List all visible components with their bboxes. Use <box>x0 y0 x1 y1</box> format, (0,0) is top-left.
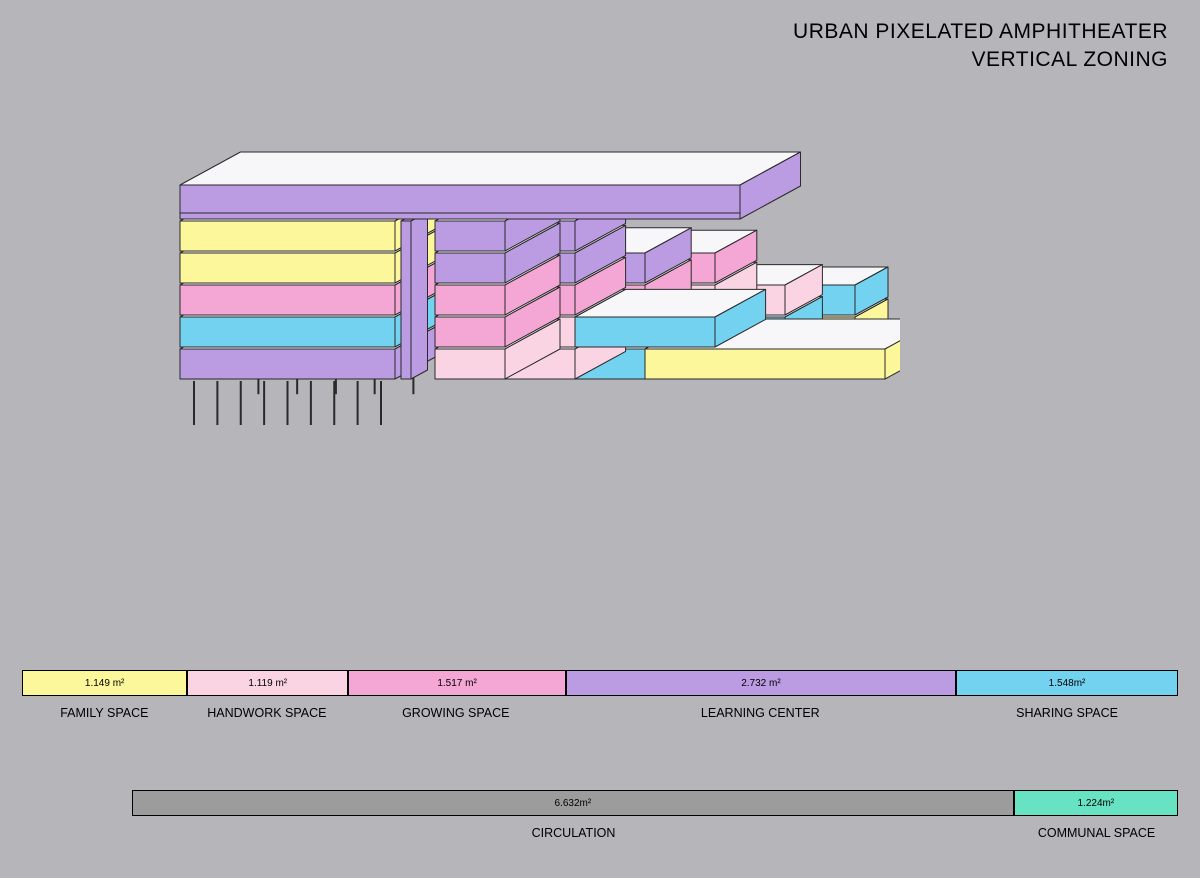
legend-cell: 1.119 m² <box>187 670 348 696</box>
legend-label: COMMUNAL SPACE <box>1015 826 1178 840</box>
legend-zones-labels: FAMILY SPACEHANDWORK SPACEGROWING SPACEL… <box>22 706 1178 720</box>
legend-cell: 6.632m² <box>132 790 1014 816</box>
legend-circulation-labels: CIRCULATIONCOMMUNAL SPACE <box>132 826 1178 840</box>
legend-cell: 1.548m² <box>956 670 1178 696</box>
legend-label: LEARNING CENTER <box>565 706 957 720</box>
title-line-2: VERTICAL ZONING <box>793 46 1168 74</box>
building-svg <box>170 130 900 430</box>
legend-label: SHARING SPACE <box>956 706 1178 720</box>
legend-cell: 1.224m² <box>1014 790 1178 816</box>
title-block: URBAN PIXELATED AMPHITHEATER VERTICAL ZO… <box>793 18 1168 75</box>
legend-label: FAMILY SPACE <box>22 706 187 720</box>
legend-zones: 1.149 m²1.119 m²1.517 m²2.732 m²1.548m² … <box>22 670 1178 720</box>
legend-cell: 1.149 m² <box>22 670 187 696</box>
legend-cell: 2.732 m² <box>566 670 956 696</box>
legend-label: GROWING SPACE <box>347 706 564 720</box>
legend-cell: 1.517 m² <box>348 670 566 696</box>
building-diagram <box>170 130 900 430</box>
title-line-1: URBAN PIXELATED AMPHITHEATER <box>793 18 1168 46</box>
legend-circulation-bar: 6.632m²1.224m² <box>132 790 1178 816</box>
legend-label: HANDWORK SPACE <box>187 706 347 720</box>
legend-label: CIRCULATION <box>132 826 1015 840</box>
legend-circulation: 6.632m²1.224m² CIRCULATIONCOMMUNAL SPACE <box>132 790 1178 840</box>
legend-zones-bar: 1.149 m²1.119 m²1.517 m²2.732 m²1.548m² <box>22 670 1178 696</box>
